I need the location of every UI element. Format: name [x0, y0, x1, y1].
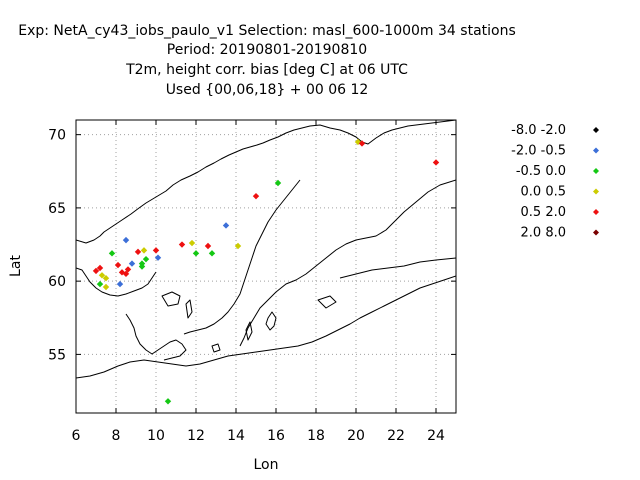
x-tick-label: 6 [72, 428, 81, 444]
gotland-coastline [265, 311, 277, 331]
header-line-2: Period: 20190801-20190810 [167, 42, 367, 58]
station-marker [222, 222, 230, 229]
station-marker [274, 179, 282, 187]
station-marker [432, 159, 440, 166]
legend: -8.0 -2.0 -2.0 -0.5 -0.5 0.0 0.0 0.5 0.5 2… [511, 123, 599, 241]
plot-frame [75, 119, 457, 414]
legend-swatch [593, 168, 599, 174]
map-grid [76, 120, 456, 413]
legend-label: 0.0 0.5 [521, 185, 566, 200]
x-tick-label: 12 [187, 428, 205, 444]
southern-baltic-coastline [76, 275, 456, 379]
x-tick-label: 10 [147, 428, 165, 444]
legend-label: -2.0 -0.5 [511, 144, 566, 159]
legend-swatch [593, 209, 599, 215]
station-marker [102, 275, 110, 282]
legend-swatch [593, 127, 599, 133]
x-tick-label: 20 [347, 428, 365, 444]
y-axis-label: Lat [8, 255, 24, 277]
saaremaa-coastline [317, 295, 337, 309]
denmark-coastline [125, 313, 187, 361]
coastline-layer [76, 120, 456, 379]
station-marker [188, 239, 196, 247]
station-marker [164, 398, 172, 405]
south-norway-coastline [76, 267, 157, 297]
lake-vattern-coastline [185, 299, 193, 319]
station-marker [102, 283, 110, 291]
axes: 6 8 10 12 14 16 18 20 22 24 55 60 65 70 [48, 120, 456, 444]
station-marker [192, 250, 200, 257]
x-tick-label: 22 [387, 428, 405, 444]
legend-label: -0.5 0.0 [516, 164, 566, 179]
station-points [92, 138, 440, 405]
header-line-1: Exp: NetA_cy43_iobs_paulo_v1 Selection: … [18, 23, 516, 39]
station-marker [122, 270, 130, 278]
station-marker [142, 255, 150, 263]
y-tick-label: 70 [48, 128, 66, 144]
lake-vanern-coastline [161, 291, 181, 307]
header-line-4: Used {00,06,18} + 00 06 12 [166, 82, 369, 98]
station-marker [140, 247, 148, 254]
station-marker [98, 272, 106, 279]
station-marker [134, 248, 142, 256]
legend-label: 0.5 2.0 [521, 205, 566, 220]
station-marker [252, 192, 260, 200]
legend-swatch [593, 188, 599, 195]
station-marker [208, 250, 216, 257]
x-tick-label: 8 [112, 428, 121, 444]
x-tick-label: 14 [227, 428, 245, 444]
x-tick-label: 18 [307, 428, 325, 444]
station-marker [154, 254, 162, 261]
station-marker [116, 280, 124, 288]
station-marker [108, 250, 116, 257]
legend-swatch [593, 229, 599, 236]
header-line-3: T2m, height corr. bias [deg C] at 06 UTC [125, 62, 408, 78]
oland-coastline [245, 321, 253, 341]
gulf-of-finland-coastline [339, 257, 456, 279]
gulf-of-bothnia-coastline [239, 179, 456, 347]
bornholm-coastline [211, 343, 221, 353]
station-marker [92, 267, 100, 275]
y-tick-label: 55 [48, 347, 66, 363]
y-tick-label: 60 [48, 274, 66, 290]
station-marker [152, 247, 160, 254]
station-marker [122, 236, 130, 244]
station-marker [234, 242, 242, 250]
station-marker [138, 263, 146, 270]
legend-label: -8.0 -2.0 [511, 123, 566, 138]
station-marker [178, 241, 186, 248]
y-tick-label: 65 [48, 201, 66, 217]
station-marker [96, 264, 104, 272]
scandinavia-coastline [76, 120, 456, 244]
station-marker [96, 280, 104, 288]
station-marker [114, 261, 122, 269]
legend-label: 2.0 8.0 [521, 226, 566, 241]
x-tick-label: 24 [427, 428, 445, 444]
station-marker [128, 260, 136, 267]
x-axis-label: Lon [254, 457, 279, 473]
legend-swatch [593, 147, 599, 154]
swedish-east-coastline [183, 179, 301, 335]
station-marker [358, 140, 366, 147]
station-marker [204, 242, 212, 250]
x-tick-label: 16 [267, 428, 285, 444]
